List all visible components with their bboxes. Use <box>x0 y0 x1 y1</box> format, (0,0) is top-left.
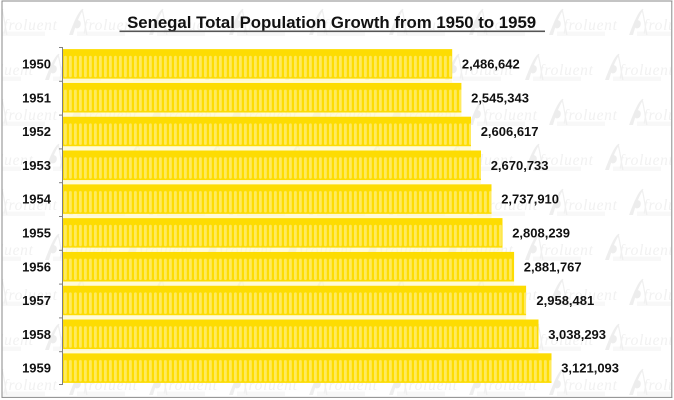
svg-text:3,038,293: 3,038,293 <box>548 327 606 342</box>
svg-text:Senegal Total Population Growt: Senegal Total Population Growth from 195… <box>127 13 536 32</box>
svg-text:2,808,239: 2,808,239 <box>512 226 570 241</box>
svg-text:1959: 1959 <box>22 361 51 376</box>
svg-text:1957: 1957 <box>22 293 51 308</box>
svg-text:1956: 1956 <box>22 259 51 274</box>
svg-text:2,486,642: 2,486,642 <box>462 57 520 72</box>
svg-text:3,121,093: 3,121,093 <box>561 361 619 376</box>
svg-text:2,606,617: 2,606,617 <box>481 124 539 139</box>
svg-text:2,737,910: 2,737,910 <box>501 192 559 207</box>
svg-text:2,670,733: 2,670,733 <box>491 158 549 173</box>
svg-text:1953: 1953 <box>22 158 51 173</box>
svg-text:1951: 1951 <box>22 90 51 105</box>
svg-text:1950: 1950 <box>22 57 51 72</box>
svg-text:2,958,481: 2,958,481 <box>536 293 594 308</box>
svg-text:1952: 1952 <box>22 124 51 139</box>
svg-text:1955: 1955 <box>22 226 51 241</box>
svg-text:1954: 1954 <box>22 192 52 207</box>
svg-text:2,881,767: 2,881,767 <box>524 259 582 274</box>
svg-text:1958: 1958 <box>22 327 51 342</box>
svg-text:2,545,343: 2,545,343 <box>471 90 529 105</box>
